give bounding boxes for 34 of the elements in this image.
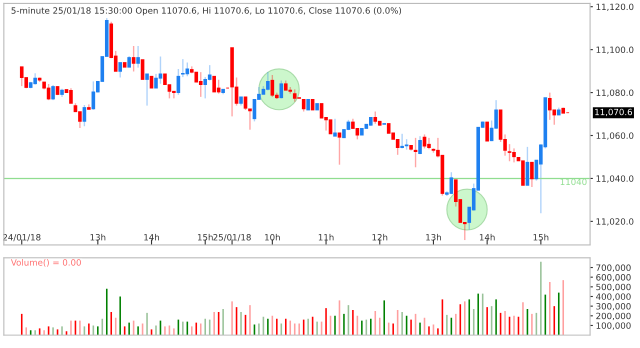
y-tick-label: 700,000: [596, 264, 631, 272]
y-tick-label: 11,020.0: [596, 218, 634, 226]
y-tick-label: 11,120.0: [596, 4, 634, 11]
candlestick: [150, 76, 154, 88]
x-tick-label: 14h: [480, 234, 495, 240]
y-tick-label: 11,080.0: [596, 89, 634, 97]
candlestick: [306, 99, 310, 110]
chart-title: Volume() = 0.00: [10, 259, 81, 267]
y-tick-label: 200,000: [596, 312, 631, 320]
y-tick-label: 600,000: [596, 274, 631, 282]
y-tick-label: 400,000: [596, 293, 631, 301]
y-tick-label: 300,000: [596, 303, 631, 310]
x-tick-label: 15h: [534, 234, 548, 241]
x-tick-label: 10h: [265, 234, 280, 241]
y-tick-label: 11,060.0: [596, 132, 634, 140]
x-tick-label: 24/01/18: [3, 234, 40, 242]
x-tick-label: 14h: [144, 234, 159, 240]
text: 11,070.6: [595, 108, 632, 116]
candlestick: [140, 59, 144, 80]
x-tick-label: 13h: [426, 234, 441, 241]
chart-title: 5-minute 25/01/18 15:30:00 Open 11070.6, Hi 11070.6, Lo 11070.6, Close 11070.6 (0.0%): [12, 7, 402, 16]
ref-line-label: 11040: [560, 178, 587, 186]
x-tick-label: 12h: [372, 234, 388, 240]
candlestick: [310, 99, 314, 110]
x-tick-label: 25/01/18: [213, 234, 251, 242]
x-tick-label: 13h: [90, 234, 106, 241]
y-tick-label: 11,100.0: [596, 46, 634, 54]
y-tick-label: 500,000: [596, 284, 631, 292]
candlestick: [485, 122, 489, 142]
y-tick-label: 100,000: [596, 322, 631, 330]
x-tick-label: 15h: [198, 234, 213, 241]
y-tick-label: 11,040.0: [596, 175, 634, 183]
candlestick: [194, 72, 198, 82]
x-tick-label: 11h: [318, 234, 334, 240]
